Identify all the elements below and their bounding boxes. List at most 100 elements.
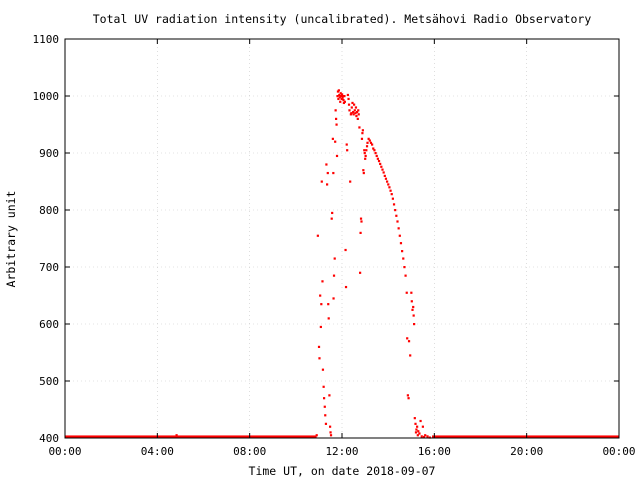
data-point bbox=[406, 292, 408, 294]
data-point bbox=[320, 303, 322, 305]
data-point bbox=[376, 155, 378, 157]
data-point bbox=[317, 235, 319, 237]
data-point bbox=[355, 106, 357, 108]
data-point bbox=[360, 220, 362, 222]
data-point bbox=[347, 94, 349, 96]
data-point bbox=[408, 340, 410, 342]
data-point bbox=[414, 423, 416, 425]
y-tick-label: 900 bbox=[39, 147, 59, 160]
x-tick-label: 00:00 bbox=[48, 445, 81, 458]
data-point bbox=[328, 394, 330, 396]
data-point bbox=[412, 306, 414, 308]
data-point bbox=[327, 303, 329, 305]
data-point bbox=[395, 215, 397, 217]
data-point bbox=[389, 190, 391, 192]
data-point bbox=[361, 132, 363, 134]
data-point bbox=[371, 143, 373, 145]
data-point bbox=[351, 106, 353, 108]
data-point bbox=[345, 286, 347, 288]
data-point bbox=[366, 145, 368, 147]
y-tick-label: 1000 bbox=[33, 90, 60, 103]
x-tick-label: 12:00 bbox=[325, 445, 358, 458]
data-point bbox=[344, 249, 346, 251]
data-point bbox=[318, 357, 320, 359]
y-tick-label: 600 bbox=[39, 318, 59, 331]
data-point bbox=[327, 172, 329, 174]
data-point bbox=[422, 426, 424, 428]
data-point bbox=[329, 426, 331, 428]
data-point bbox=[413, 323, 415, 325]
data-point bbox=[332, 138, 334, 140]
data-point bbox=[410, 292, 412, 294]
data-point bbox=[324, 406, 326, 408]
x-tick-label: 04:00 bbox=[141, 445, 174, 458]
x-tick-label: 20:00 bbox=[510, 445, 543, 458]
data-point bbox=[379, 163, 381, 165]
data-point bbox=[378, 160, 380, 162]
data-point bbox=[364, 152, 366, 154]
data-point bbox=[359, 232, 361, 234]
data-point bbox=[374, 152, 376, 154]
data-point bbox=[400, 242, 402, 244]
data-point bbox=[358, 126, 360, 128]
data-point bbox=[406, 337, 408, 339]
data-point bbox=[404, 275, 406, 277]
y-tick-label: 700 bbox=[39, 261, 59, 274]
data-point bbox=[332, 172, 334, 174]
data-point bbox=[333, 275, 335, 277]
data-point bbox=[332, 297, 334, 299]
y-tick-label: 1100 bbox=[33, 33, 60, 46]
data-point bbox=[366, 142, 368, 144]
data-point bbox=[331, 218, 333, 220]
data-point bbox=[394, 209, 396, 211]
data-point bbox=[380, 166, 382, 168]
data-point bbox=[357, 109, 359, 111]
data-point bbox=[409, 354, 411, 356]
data-point bbox=[175, 434, 177, 436]
data-point bbox=[411, 300, 413, 302]
data-point bbox=[381, 169, 383, 171]
data-point bbox=[383, 171, 385, 173]
data-point bbox=[322, 369, 324, 371]
data-point bbox=[330, 434, 332, 436]
data-point bbox=[403, 266, 405, 268]
data-point bbox=[326, 183, 328, 185]
data-point bbox=[393, 203, 395, 205]
data-point bbox=[363, 149, 365, 151]
data-point bbox=[384, 175, 386, 177]
data-point bbox=[419, 420, 421, 422]
data-point bbox=[411, 309, 413, 311]
x-axis-label: Time UT, on date 2018-09-07 bbox=[249, 464, 436, 478]
data-point bbox=[365, 155, 367, 157]
data-point bbox=[346, 143, 348, 145]
data-point bbox=[321, 280, 323, 282]
data-point bbox=[321, 181, 323, 183]
data-point bbox=[362, 129, 364, 131]
data-point bbox=[334, 141, 336, 143]
data-point bbox=[399, 235, 401, 237]
data-point bbox=[344, 101, 346, 103]
data-point bbox=[363, 172, 365, 174]
y-tick-label: 500 bbox=[39, 375, 59, 388]
y-axis-label: Arbitrary unit bbox=[4, 191, 18, 288]
data-point bbox=[347, 98, 349, 100]
data-point bbox=[402, 257, 404, 259]
data-point bbox=[339, 101, 341, 103]
data-point bbox=[346, 149, 348, 151]
data-point bbox=[324, 414, 326, 416]
chart-title: Total UV radiation intensity (uncalibrat… bbox=[93, 12, 592, 26]
data-point bbox=[424, 434, 426, 436]
data-point bbox=[335, 118, 337, 120]
data-point bbox=[323, 386, 325, 388]
data-point bbox=[401, 250, 403, 252]
data-point bbox=[391, 193, 393, 195]
data-point bbox=[360, 218, 362, 220]
data-point bbox=[385, 178, 387, 180]
data-point bbox=[369, 139, 371, 141]
data-point bbox=[353, 104, 355, 106]
y-tick-label: 800 bbox=[39, 204, 59, 217]
data-point bbox=[373, 149, 375, 151]
uv-intensity-chart: Total UV radiation intensity (uncalibrat… bbox=[0, 0, 640, 480]
data-point bbox=[338, 89, 340, 91]
x-tick-label: 16:00 bbox=[418, 445, 451, 458]
